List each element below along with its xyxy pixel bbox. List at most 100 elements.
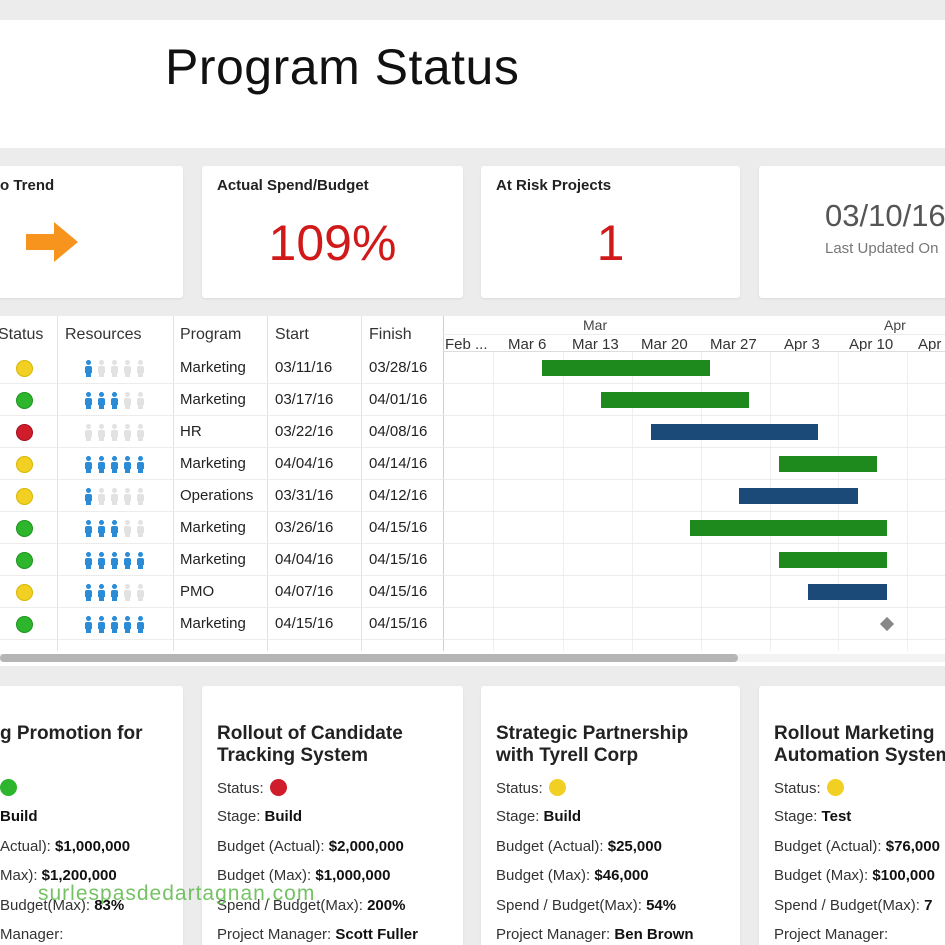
week-label: Apr 17 xyxy=(918,336,945,353)
table-row[interactable]: Marketing 04/04/16 04/14/16 xyxy=(0,448,945,480)
resources-people-icon xyxy=(83,552,146,569)
project-card[interactable]: g Promotion for Build Actual): $1,000,000… xyxy=(0,686,183,945)
table-row[interactable]: HR 03/22/16 04/08/16 xyxy=(0,416,945,448)
project-card-title: Strategic Partnership with Tyrell Corp xyxy=(496,723,689,766)
trend-title: o Trend xyxy=(0,177,55,194)
header-program[interactable]: Program xyxy=(180,326,242,343)
project-card-status: Status: xyxy=(774,779,844,797)
cell-program: Operations xyxy=(180,487,254,504)
table-row[interactable]: Marketing 04/04/16 04/15/16 xyxy=(0,544,945,576)
header-resources[interactable]: Resources xyxy=(65,326,142,343)
cell-start: 04/04/16 xyxy=(275,455,334,472)
table-row[interactable]: PMO 04/07/16 04/15/16 xyxy=(0,576,945,608)
cell-start: 04/07/16 xyxy=(275,583,334,600)
cell-start: 04/04/16 xyxy=(275,551,334,568)
month-mar: Mar xyxy=(583,317,608,333)
right-arrow-icon xyxy=(26,222,78,262)
resources-people-icon xyxy=(83,360,146,377)
status-dot-icon xyxy=(16,392,33,409)
cell-program: Marketing xyxy=(180,455,246,472)
project-card-title: Rollout of Candidate Tracking System xyxy=(217,723,403,766)
status-dot-icon xyxy=(16,360,33,377)
table-row[interactable]: Marketing 03/17/16 04/01/16 xyxy=(0,384,945,416)
status-dot-icon xyxy=(269,779,287,796)
spend-budget-value: 109% xyxy=(268,215,397,271)
last-updated-tile: 03/10/16 Last Updated On xyxy=(759,166,945,298)
project-card-budget-max: Budget (Max): $46,000 xyxy=(496,867,649,884)
cell-finish: 04/12/16 xyxy=(369,487,428,504)
project-card-status: Status: xyxy=(496,779,566,797)
project-card-budget-actual: Budget (Actual): $25,000 xyxy=(496,838,662,855)
cell-finish: 04/14/16 xyxy=(369,455,428,472)
spend-budget-tile: Actual Spend/Budget 109% xyxy=(202,166,463,298)
status-dot-icon xyxy=(16,456,33,473)
week-label: Mar 13 xyxy=(572,336,619,353)
at-risk-title: At Risk Projects xyxy=(496,177,612,194)
project-card[interactable]: Strategic Partnership with Tyrell Corp Sta… xyxy=(481,686,740,945)
table-row[interactable]: Marketing 03/11/16 03/28/16 xyxy=(0,352,945,384)
project-card-budget-max: Max): $1,200,000 xyxy=(0,867,117,884)
cell-finish: 04/15/16 xyxy=(369,583,428,600)
resources-people-icon xyxy=(83,424,146,441)
gantt-bar[interactable] xyxy=(542,360,710,376)
project-card[interactable]: Rollout of Candidate Tracking System Statu… xyxy=(202,686,463,945)
status-dot-icon xyxy=(548,779,566,796)
gantt-bar[interactable] xyxy=(650,424,819,440)
trend-tile: o Trend xyxy=(0,166,183,298)
horizontal-scrollbar-thumb[interactable] xyxy=(0,654,738,662)
cell-program: Marketing xyxy=(180,519,246,536)
gantt-bar[interactable] xyxy=(690,520,888,536)
table-row[interactable]: Marketing 03/26/16 04/15/16 xyxy=(0,512,945,544)
project-card-spend-ratio: Budget(Max): 83% xyxy=(0,897,125,914)
project-card-spend-ratio: Spend / Budget(Max): 7 xyxy=(774,897,933,914)
project-card-manager: Project Manager: Ben Brown xyxy=(496,926,694,943)
cell-program: HR xyxy=(180,423,202,440)
cell-finish: 04/08/16 xyxy=(369,423,428,440)
cell-finish: 03/28/16 xyxy=(369,359,428,376)
status-dot-icon xyxy=(16,488,33,505)
project-card-manager: Project Manager: Scott Fuller xyxy=(217,926,418,943)
project-card-spend-ratio: Spend / Budget(Max): 200% xyxy=(217,897,406,914)
last-updated-caption: Last Updated On xyxy=(825,240,939,257)
gantt-bar[interactable] xyxy=(778,552,888,568)
page-title: Program Status xyxy=(165,39,520,95)
status-dot-icon xyxy=(16,424,33,441)
project-card-budget-max: Budget (Max): $1,000,000 xyxy=(217,867,391,884)
table-row[interactable]: Operations 03/31/16 04/12/16 xyxy=(0,480,945,512)
status-dot-icon xyxy=(16,584,33,601)
table-row[interactable]: Marketing 04/15/16 04/15/16 xyxy=(0,608,945,640)
at-risk-tile: At Risk Projects 1 xyxy=(481,166,740,298)
status-dot-icon xyxy=(0,779,17,796)
cell-program: Marketing xyxy=(180,551,246,568)
project-card-manager: Manager: xyxy=(0,926,64,943)
header-start[interactable]: Start xyxy=(275,326,309,343)
project-card-stage: Stage: Test xyxy=(774,808,852,825)
project-card-status: Status: xyxy=(217,779,287,797)
gantt-bar[interactable] xyxy=(601,392,750,408)
cell-start: 04/15/16 xyxy=(275,615,334,632)
project-card-budget-max: Budget (Max): $100,000 xyxy=(774,867,935,884)
gantt-bar[interactable] xyxy=(778,456,878,472)
project-card-stage: Build xyxy=(0,808,38,825)
resources-people-icon xyxy=(83,520,146,537)
week-label: Apr 3 xyxy=(784,336,820,353)
cell-start: 03/11/16 xyxy=(275,359,333,376)
cell-start: 03/17/16 xyxy=(275,391,334,408)
page-header: Program Status xyxy=(0,20,945,148)
project-card-manager: Project Manager: xyxy=(774,926,889,943)
project-card-title: Rollout Marketing Automation System xyxy=(774,723,945,766)
header-finish[interactable]: Finish xyxy=(369,326,412,343)
status-dot-icon xyxy=(16,520,33,537)
resources-people-icon xyxy=(83,488,146,505)
project-card-status xyxy=(0,779,17,797)
status-dot-icon xyxy=(16,616,33,633)
header-status[interactable]: Status xyxy=(0,326,44,343)
gantt-bar[interactable] xyxy=(808,584,888,600)
project-card-spend-ratio: Spend / Budget(Max): 54% xyxy=(496,897,677,914)
project-card-stage: Stage: Build xyxy=(496,808,582,825)
project-card[interactable]: Rollout Marketing Automation System Status… xyxy=(759,686,945,945)
gantt-bar[interactable] xyxy=(739,488,858,504)
resources-people-icon xyxy=(83,456,146,473)
cell-start: 03/22/16 xyxy=(275,423,334,440)
month-apr: Apr xyxy=(884,317,906,333)
